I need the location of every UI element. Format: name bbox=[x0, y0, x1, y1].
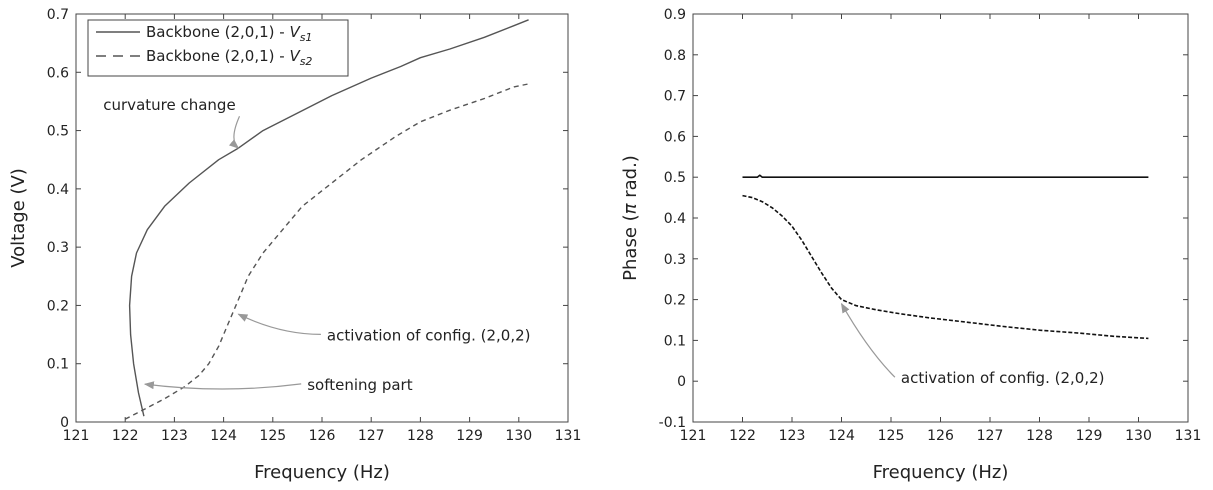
annotation-arrow bbox=[143, 381, 302, 390]
x-tick-label: 121 bbox=[680, 428, 707, 444]
y-tick-label: 0.2 bbox=[664, 293, 686, 309]
x-tick-label: 122 bbox=[729, 428, 756, 444]
y-tick-label: 0.1 bbox=[47, 357, 69, 373]
legend-entry-var: V bbox=[289, 23, 301, 41]
annotation-arrow bbox=[228, 115, 241, 149]
x-tick-label: 127 bbox=[358, 428, 385, 444]
legend-entry-sub: s2 bbox=[300, 55, 313, 68]
y-tick-label: 0.7 bbox=[47, 7, 69, 23]
x-tick-label: 125 bbox=[259, 428, 286, 444]
y-tick-label: 0.9 bbox=[664, 7, 686, 23]
annotation-label: activation of config. (2,0,2) bbox=[327, 326, 531, 344]
y-tick-label: 0.3 bbox=[664, 252, 686, 268]
y-tick-label: 0 bbox=[60, 415, 69, 431]
x-tick-label: 128 bbox=[1026, 428, 1053, 444]
legend-entry-prefix: Backbone (2,0,1) - bbox=[146, 23, 289, 41]
series-line-1 bbox=[742, 174, 1149, 178]
y-axis-label-pi: π bbox=[620, 202, 641, 214]
x-tick-label: 128 bbox=[407, 428, 434, 444]
y-tick-label: -0.1 bbox=[659, 415, 686, 431]
y-tick-label: 0.8 bbox=[664, 48, 686, 64]
y-tick-label: 0.1 bbox=[664, 333, 686, 349]
x-tick-label: 130 bbox=[1125, 428, 1152, 444]
y-tick-label: 0.6 bbox=[664, 129, 686, 145]
y-tick-label: 0 bbox=[677, 374, 686, 390]
x-tick-label: 126 bbox=[309, 428, 336, 444]
x-tick-label: 124 bbox=[210, 428, 237, 444]
x-tick-label: 123 bbox=[161, 428, 188, 444]
legend-entry-1: Backbone (2,0,1) - Vs1 bbox=[146, 23, 312, 44]
y-tick-label: 0.5 bbox=[664, 170, 686, 186]
x-tick-label: 124 bbox=[828, 428, 855, 444]
annotation-label: activation of config. (2,0,2) bbox=[901, 369, 1105, 387]
y-tick-label: 0.6 bbox=[47, 65, 69, 81]
series-line-1 bbox=[128, 19, 529, 417]
voltage-chart: 121 122 123 124 125 126 127 128 129 130 131 0 0.1 0.2… bbox=[8, 7, 581, 483]
series-line-2 bbox=[124, 83, 529, 420]
x-tick-label: 131 bbox=[555, 428, 582, 444]
legend-box bbox=[87, 19, 349, 77]
phase-chart: 121 122 123 124 125 126 127 128 129 130 131 -0.1 0 0.… bbox=[620, 7, 1201, 483]
x-tick-label: 122 bbox=[112, 428, 139, 444]
x-tick-label: 126 bbox=[927, 428, 954, 444]
y-axis-label: Voltage (V) bbox=[8, 168, 29, 268]
x-tick-label: 125 bbox=[878, 428, 905, 444]
annotation-arrow bbox=[840, 302, 896, 378]
x-tick-label: 129 bbox=[1076, 428, 1103, 444]
x-tick-label: 130 bbox=[505, 428, 532, 444]
x-tick-label: 131 bbox=[1175, 428, 1202, 444]
legend-entry-sub: s1 bbox=[300, 31, 313, 44]
x-axis-label: Frequency (Hz) bbox=[873, 462, 1009, 483]
y-tick-label: 0.2 bbox=[47, 298, 69, 314]
annotation-arrow bbox=[237, 313, 321, 335]
y-axis-label-prefix: Phase ( bbox=[620, 214, 641, 281]
y-tick-label: 0.5 bbox=[47, 124, 69, 140]
y-tick-label: 0.3 bbox=[47, 240, 69, 256]
y-axis-label: Phase (π rad.) bbox=[620, 155, 641, 281]
legend-entry-var: V bbox=[289, 47, 301, 65]
series-line-2 bbox=[742, 194, 1149, 340]
y-tick-label: 0.7 bbox=[664, 89, 686, 105]
annotation-label: curvature change bbox=[103, 96, 235, 114]
annotation-label: softening part bbox=[307, 376, 412, 394]
legend-entry-2: Backbone (2,0,1) - Vs2 bbox=[146, 47, 312, 68]
y-axis-label-suffix: rad.) bbox=[620, 155, 641, 203]
legend-entry-prefix: Backbone (2,0,1) - bbox=[146, 47, 289, 65]
x-tick-label: 127 bbox=[977, 428, 1004, 444]
y-tick-label: 0.4 bbox=[664, 211, 686, 227]
y-tick-label: 0.4 bbox=[47, 182, 69, 198]
x-tick-label: 123 bbox=[779, 428, 806, 444]
plot-frame bbox=[692, 13, 1189, 423]
x-axis-label: Frequency (Hz) bbox=[254, 462, 390, 483]
x-tick-label: 121 bbox=[63, 428, 90, 444]
x-tick-label: 129 bbox=[456, 428, 483, 444]
